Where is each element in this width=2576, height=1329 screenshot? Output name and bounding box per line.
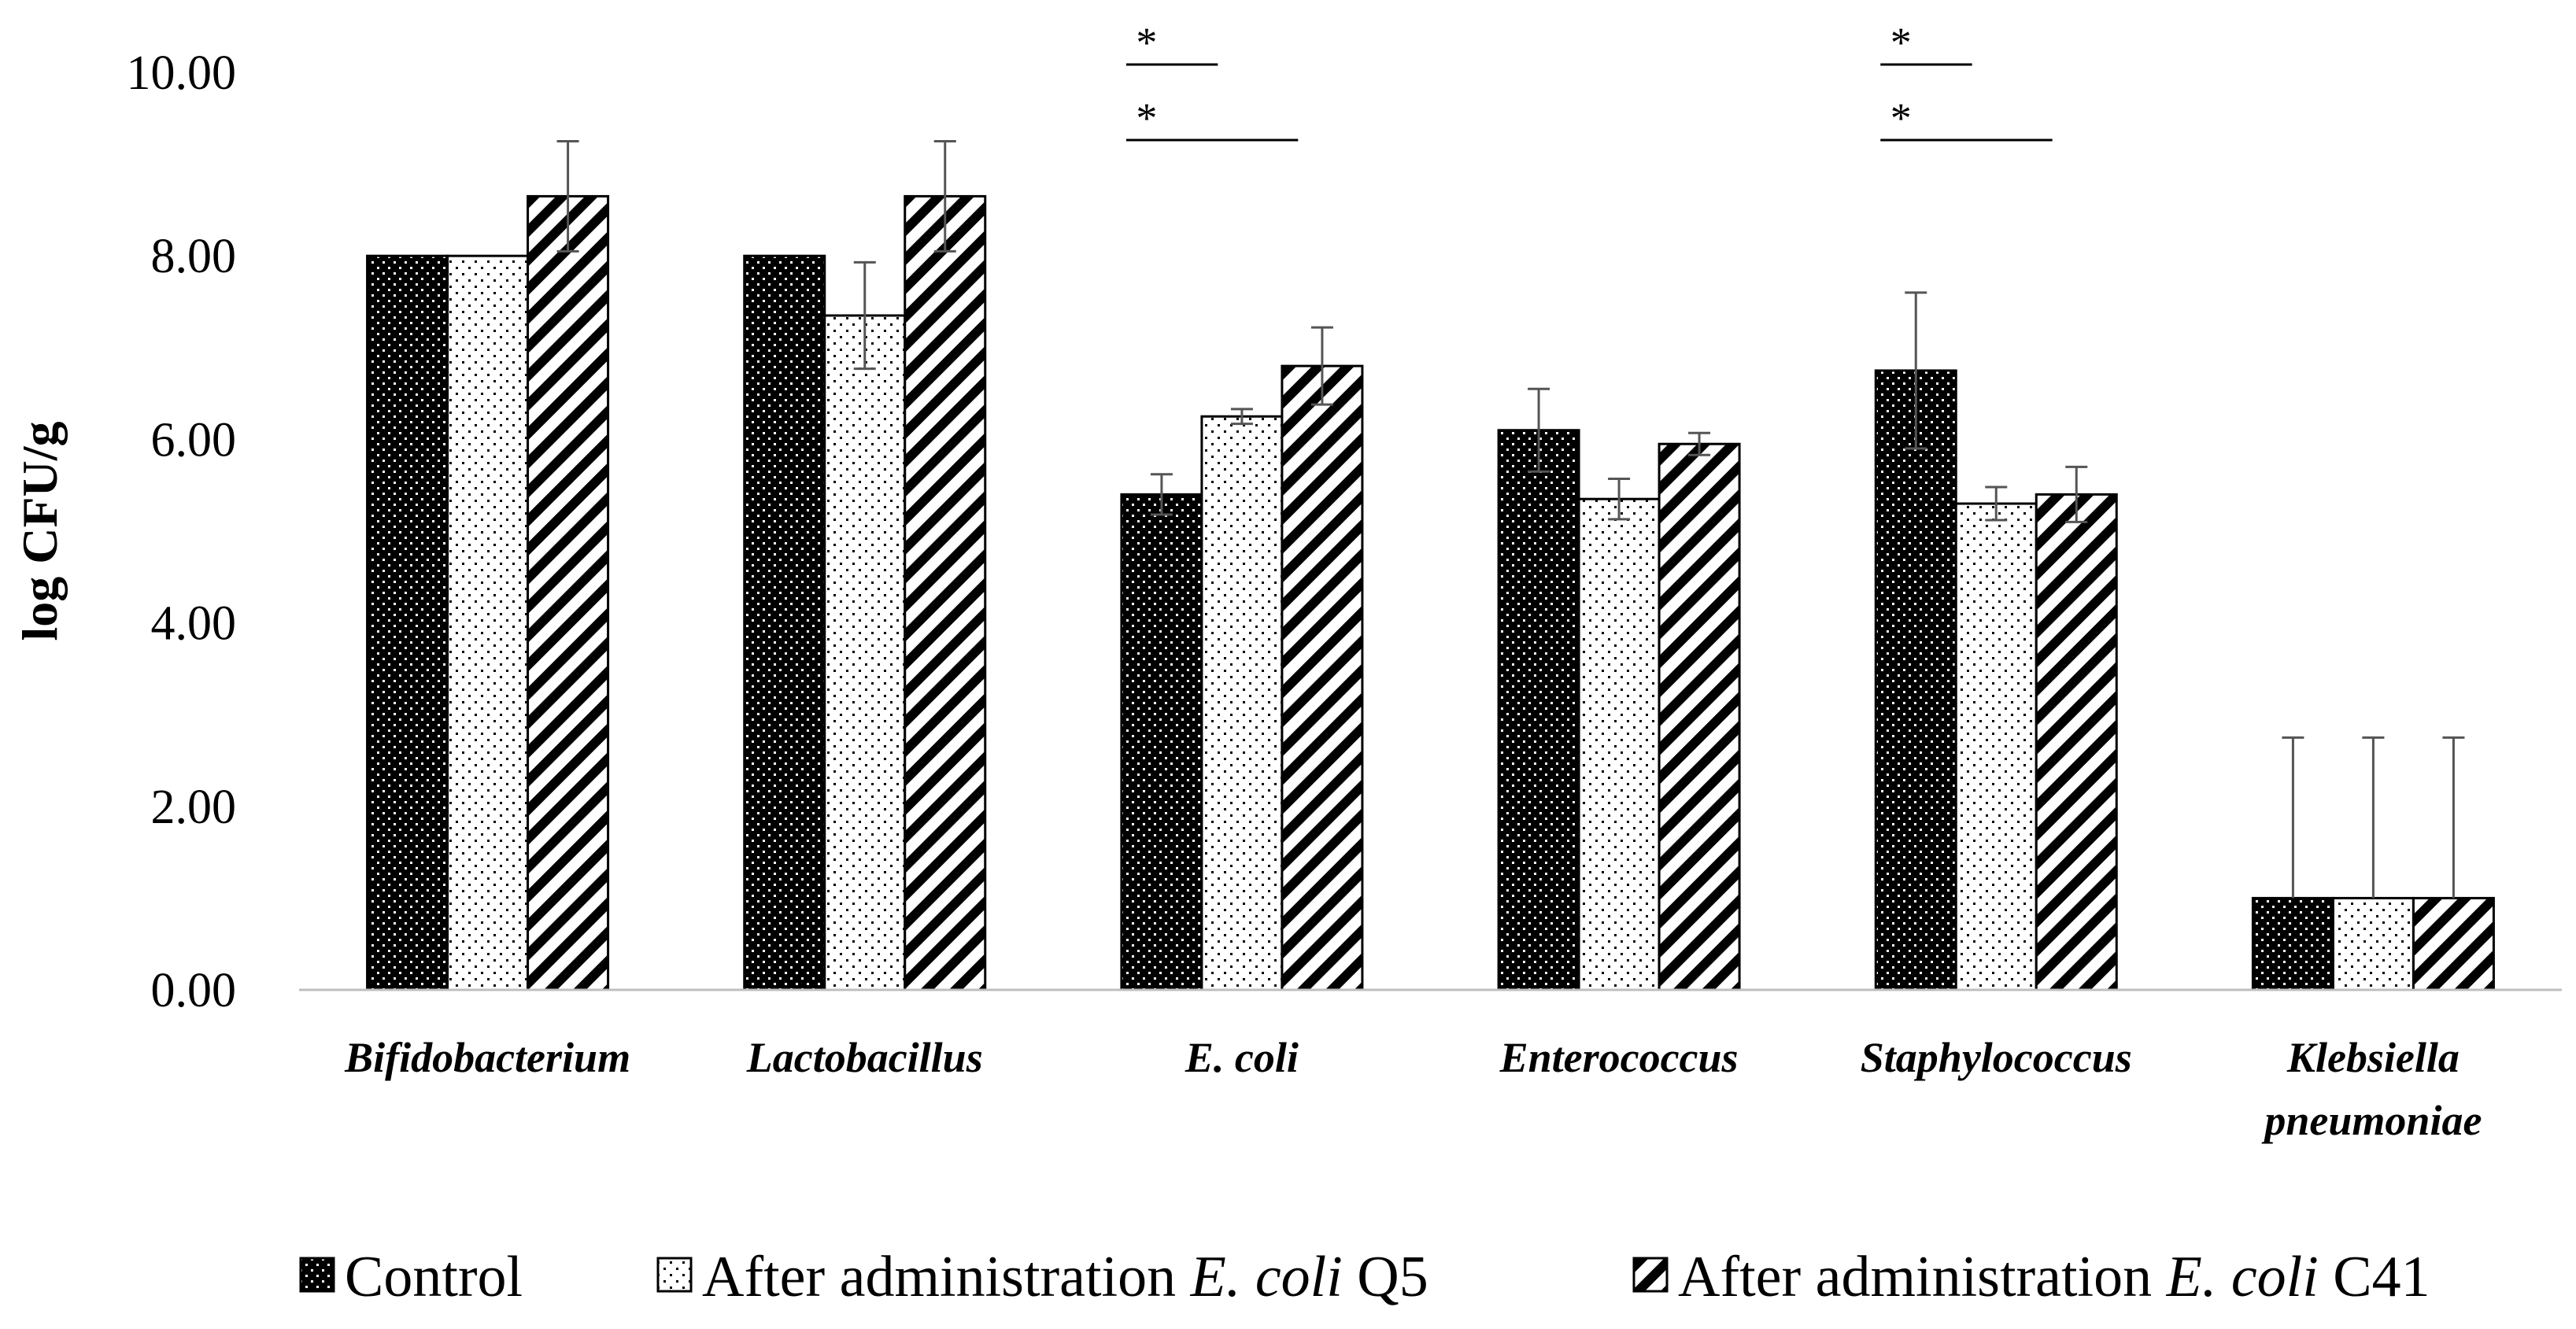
significance-star: *	[1890, 19, 1912, 66]
y-axis-title: log CFU/g	[12, 421, 68, 641]
bar-dark-dots-4	[1874, 369, 1957, 991]
bar-light-dots-5	[2331, 896, 2415, 991]
significance-star: *	[1136, 19, 1157, 66]
bar-diagonal-0	[527, 194, 610, 991]
significance-star: *	[1890, 94, 1912, 142]
legend-label: After administration E. coli Q5	[702, 1245, 1428, 1309]
category-label: Staphylococcus	[1861, 1034, 2132, 1081]
bar-dark-dots-3	[1497, 429, 1580, 991]
category-label-line2: pneumoniae	[2261, 1097, 2482, 1144]
category-label: Klebsiella	[2286, 1034, 2460, 1081]
bar-light-dots-0	[446, 254, 530, 991]
bar-diagonal-2	[1281, 364, 1364, 991]
y-tick-label: 10.00	[127, 46, 237, 100]
bar-dark-dots-2	[1120, 493, 1203, 991]
category-label: Lactobacillus	[746, 1034, 983, 1081]
bar-light-dots-4	[1954, 502, 2038, 991]
bar-light-dots-3	[1577, 497, 1661, 991]
category-label: E. coli	[1185, 1034, 1299, 1081]
y-tick-label: 2.00	[151, 781, 237, 834]
legend-swatch-diagonal	[1632, 1257, 1669, 1293]
y-tick-label: 4.00	[151, 597, 237, 651]
y-tick-label: 0.00	[151, 964, 237, 1017]
legend-label: Control	[345, 1245, 523, 1309]
legend-swatch-dark-dots	[299, 1257, 335, 1293]
bar-dark-dots-0	[366, 254, 449, 991]
category-label: Enterococcus	[1499, 1034, 1739, 1081]
bar-diagonal-5	[2412, 896, 2495, 991]
bar-dark-dots-1	[743, 254, 826, 991]
y-tick-label: 6.00	[151, 413, 237, 467]
bar-diagonal-4	[2035, 493, 2118, 991]
legend-label: After administration E. coli C41	[1678, 1245, 2430, 1309]
bar-diagonal-3	[1658, 442, 1741, 991]
y-tick-label: 8.00	[151, 230, 237, 283]
significance-star: *	[1136, 94, 1157, 142]
bar-light-dots-1	[823, 314, 907, 991]
bar-diagonal-1	[904, 194, 987, 991]
bar-light-dots-2	[1200, 415, 1284, 991]
bar-dark-dots-5	[2251, 896, 2334, 991]
category-label: Bifidobacterium	[344, 1034, 630, 1081]
legend-swatch-light-dots	[656, 1257, 693, 1293]
